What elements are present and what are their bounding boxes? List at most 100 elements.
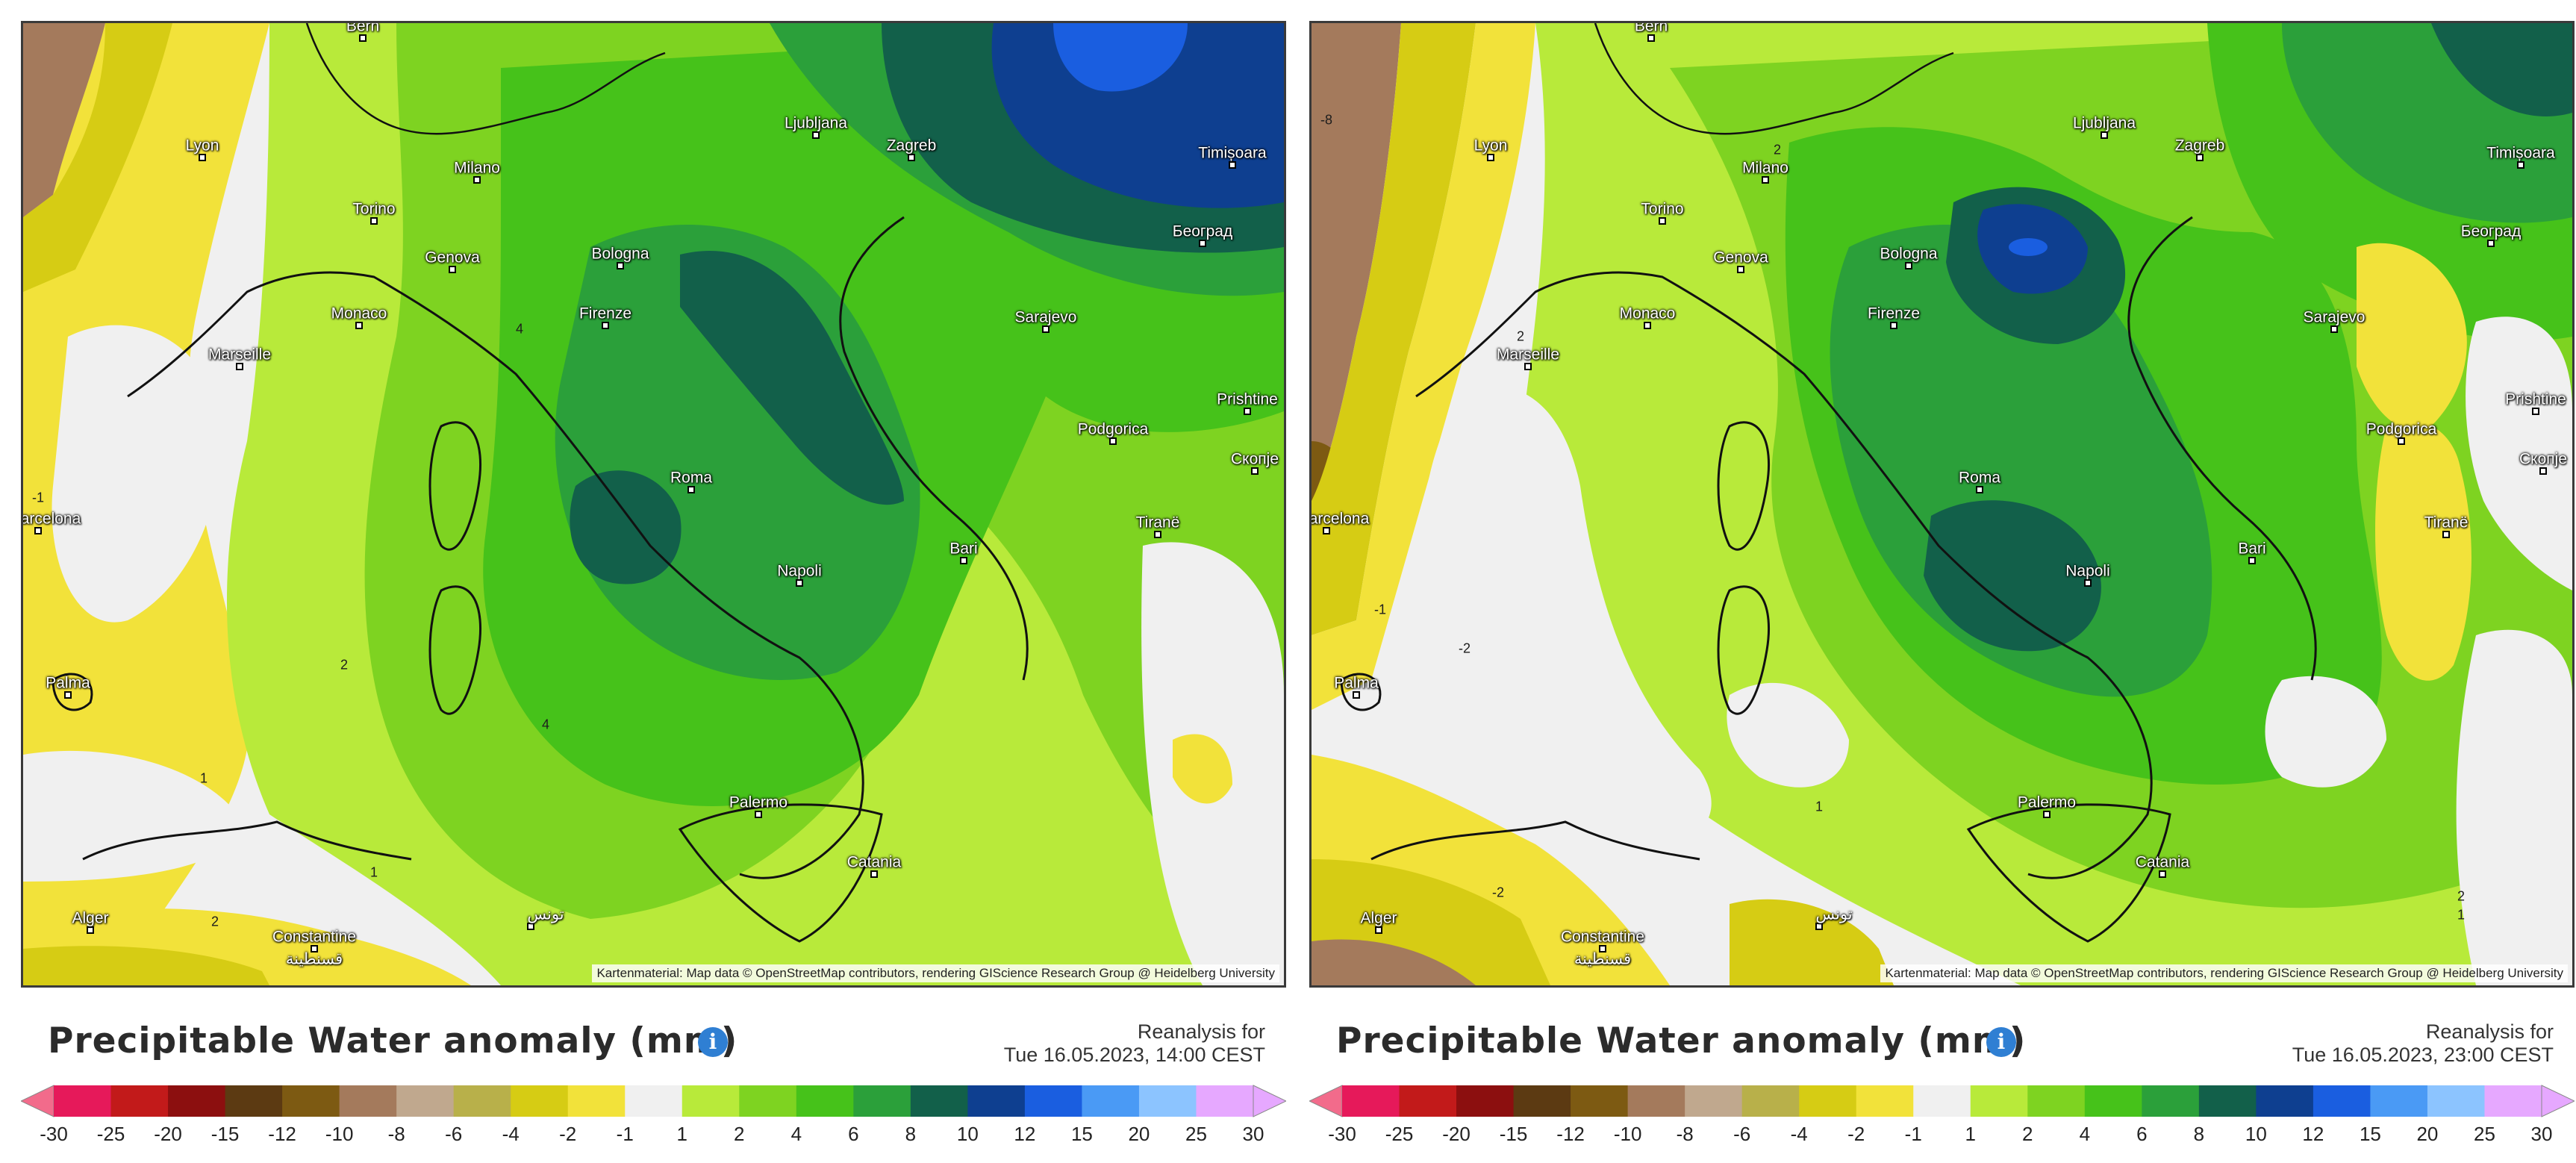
colorbar-segment <box>1082 1085 1140 1117</box>
city-marker <box>960 557 967 564</box>
contour-label: 1 <box>199 770 208 786</box>
colorbar-tick-label: -1 <box>616 1123 634 1145</box>
city-label: Zagreb <box>2174 137 2225 155</box>
colorbar-tick-label: -1 <box>1904 1123 1922 1145</box>
colorbar-tick-label: -15 <box>1499 1123 1528 1145</box>
legend-title: Precipitable Water anomaly (mm) <box>48 1020 738 1061</box>
colorbar-segment <box>1685 1085 1743 1117</box>
colorbar-tick-label: 1 <box>1965 1123 1976 1145</box>
colorbar-tick-label: -4 <box>1790 1123 1808 1145</box>
colorbar-tick-label: 8 <box>2193 1123 2205 1145</box>
contour-label: -1 <box>31 490 45 505</box>
colorbar-tick-label: -2 <box>559 1123 577 1145</box>
colorbar-tick-label: -12 <box>268 1123 296 1145</box>
city-label: Bologna <box>591 245 649 263</box>
colorbar-arrow-right <box>1253 1085 1286 1117</box>
city-marker <box>1659 217 1666 225</box>
city-marker <box>1244 408 1251 415</box>
city-label: Constantine <box>272 928 357 946</box>
city-marker <box>2442 531 2450 538</box>
map-attribution: Kartenmaterial: Map data © OpenStreetMap… <box>1880 964 2568 982</box>
colorbar-tick-label: 20 <box>1128 1123 1150 1145</box>
reanalysis-datetime: Tue 16.05.2023, 14:00 CEST <box>1003 1044 1265 1066</box>
reanalysis-info: Reanalysis for Tue 16.05.2023, 23:00 CES… <box>2292 1020 2554 1067</box>
contour-label: 1 <box>2457 907 2466 923</box>
city-marker <box>796 579 803 587</box>
colorbar-tick-label: 12 <box>2302 1123 2324 1145</box>
city-label: Genova <box>1713 249 1768 266</box>
contour-label: 4 <box>515 321 524 337</box>
colorbar-segment <box>2484 1085 2542 1117</box>
colorbar-segment <box>1970 1085 2028 1117</box>
colorbar-segment <box>1571 1085 1629 1117</box>
colorbar-tick-label: -8 <box>1676 1123 1694 1145</box>
city-label: Palermo <box>729 793 788 811</box>
colorbar-segment <box>625 1085 683 1117</box>
city-label: Roma <box>1958 469 2001 487</box>
colorbar-segment <box>2313 1085 2371 1117</box>
colorbar-segment <box>1196 1085 1254 1117</box>
city-marker <box>34 527 42 534</box>
info-icon[interactable]: i <box>1986 1027 2016 1057</box>
colorbar-segment <box>2142 1085 2200 1117</box>
city-label: Tiranë <box>2424 514 2469 531</box>
colorbar-tick-label: -30 <box>1328 1123 1356 1145</box>
map-view[interactable]: -8 -1 -2 -2 1 2 2 2 1 Bern Lyon Milano T… <box>1309 21 2575 988</box>
city-marker <box>473 176 481 184</box>
city-label: Alger <box>1360 909 1397 927</box>
city-marker <box>2532 408 2539 415</box>
city-marker <box>2248 557 2256 564</box>
city-marker <box>449 266 456 273</box>
city-marker <box>1109 437 1117 445</box>
city-marker <box>1323 527 1330 534</box>
colorbar-segment <box>511 1085 569 1117</box>
colorbar-segment <box>1138 1085 1197 1117</box>
colorbar-segment <box>168 1085 226 1117</box>
colorbar-segment <box>967 1085 1026 1117</box>
city-marker <box>2398 437 2405 445</box>
colorbar-tick-label: 30 <box>2530 1123 2553 1145</box>
reanalysis-datetime: Tue 16.05.2023, 23:00 CEST <box>2292 1044 2554 1066</box>
legend-title: Precipitable Water anomaly (mm) <box>1336 1020 2027 1061</box>
city-label: Catania <box>846 853 902 871</box>
colorbar-tick-label: 12 <box>1014 1123 1036 1145</box>
colorbar-segment <box>1627 1085 1685 1117</box>
city-label: Podgorica <box>2366 420 2437 438</box>
city-marker <box>64 691 72 699</box>
anomaly-field <box>23 23 1284 985</box>
colorbar-tick-label: 30 <box>1242 1123 1264 1145</box>
colorbar-tick-label: -6 <box>445 1123 463 1145</box>
colorbar-tick-label: -10 <box>1613 1123 1642 1145</box>
city-marker <box>1976 486 1983 493</box>
city-marker <box>1042 325 1050 333</box>
colorbar-segment <box>2370 1085 2428 1117</box>
city-marker <box>1737 266 1744 273</box>
colorbar-tick-label: -20 <box>1442 1123 1471 1145</box>
city-label: Lyon <box>1473 137 1508 155</box>
colorbar-tick-label: 8 <box>905 1123 917 1145</box>
city-label: Sarajevo <box>1014 308 1077 326</box>
colorbar-segment <box>396 1085 455 1117</box>
colorbar-tick-label: 10 <box>2245 1123 2267 1145</box>
city-marker <box>370 217 378 225</box>
reanalysis-info: Reanalysis for Tue 16.05.2023, 14:00 CES… <box>1004 1020 1265 1067</box>
city-marker <box>617 262 624 269</box>
colorbar-tick-label: -25 <box>96 1123 125 1145</box>
colorbar-segment <box>1799 1085 1857 1117</box>
city-marker <box>311 945 318 952</box>
city-marker <box>1890 322 1897 329</box>
reanalysis-label: Reanalysis for <box>1137 1020 1265 1043</box>
colorbar-segment <box>1913 1085 1971 1117</box>
city-marker <box>1905 262 1912 269</box>
city-label: Bari <box>2238 540 2266 558</box>
map-view[interactable]: -1 2 1 1 2 4 4 Bern Lyon Milano Torino G… <box>21 21 1286 988</box>
info-icon[interactable]: i <box>698 1027 728 1057</box>
city-label: Bern <box>1634 21 1668 35</box>
city-label: Marseille <box>208 346 272 364</box>
city-marker <box>1599 945 1606 952</box>
city-label: Monaco <box>1619 305 1676 322</box>
colorbar-segment <box>1399 1085 1457 1117</box>
colorbar-ticks: -30 -25 -20 -15 -12 -10 -8 -6 -4 -2 -1 1 2 4 6 8 10 12 15 2… <box>0 1123 1288 1153</box>
city-label: Ljubljana <box>2072 114 2136 132</box>
city-label: Firenze <box>1867 305 1921 322</box>
